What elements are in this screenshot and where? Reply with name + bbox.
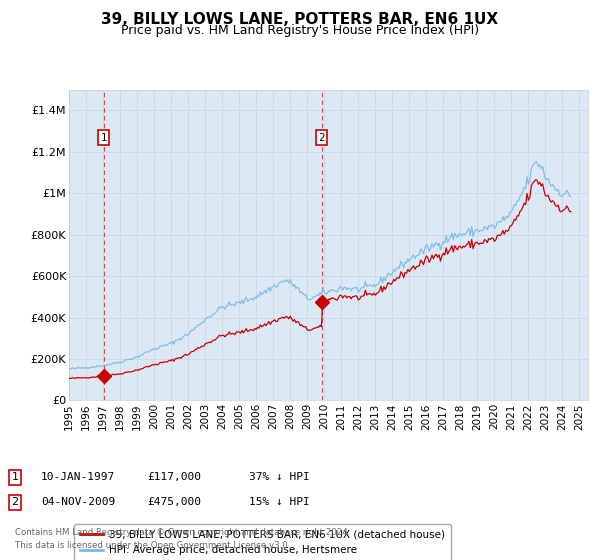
- Text: 1: 1: [11, 472, 19, 482]
- Text: 15% ↓ HPI: 15% ↓ HPI: [249, 497, 310, 507]
- Text: Price paid vs. HM Land Registry's House Price Index (HPI): Price paid vs. HM Land Registry's House …: [121, 24, 479, 36]
- Legend: 39, BILLY LOWS LANE, POTTERS BAR, EN6 1UX (detached house), HPI: Average price, : 39, BILLY LOWS LANE, POTTERS BAR, EN6 1U…: [74, 524, 451, 560]
- Text: 37% ↓ HPI: 37% ↓ HPI: [249, 472, 310, 482]
- Text: 04-NOV-2009: 04-NOV-2009: [41, 497, 115, 507]
- Text: 2: 2: [318, 133, 325, 143]
- Text: 1: 1: [100, 133, 107, 143]
- Text: £117,000: £117,000: [147, 472, 201, 482]
- Text: 2: 2: [11, 497, 19, 507]
- Text: 10-JAN-1997: 10-JAN-1997: [41, 472, 115, 482]
- Text: Contains HM Land Registry data © Crown copyright and database right 2024.
This d: Contains HM Land Registry data © Crown c…: [15, 529, 350, 550]
- Text: 39, BILLY LOWS LANE, POTTERS BAR, EN6 1UX: 39, BILLY LOWS LANE, POTTERS BAR, EN6 1U…: [101, 12, 499, 27]
- Text: £475,000: £475,000: [147, 497, 201, 507]
